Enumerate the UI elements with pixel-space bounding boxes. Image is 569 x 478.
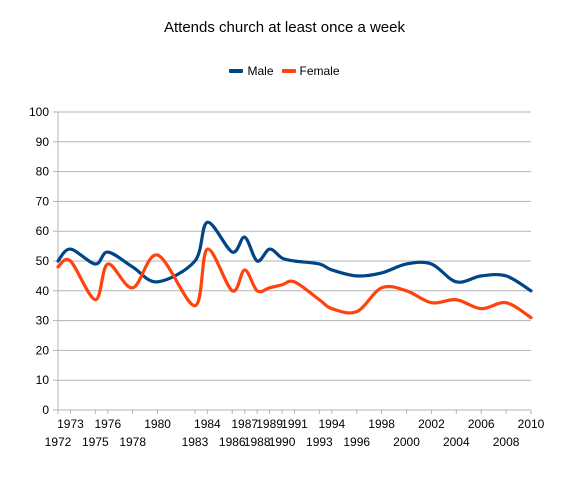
chart-title: Attends church at least once a week: [164, 19, 405, 36]
x-tick-label-lower: 1975: [82, 435, 109, 449]
x-tick-label-upper: 2010: [518, 417, 545, 431]
x-tick-label-upper: 2006: [468, 417, 495, 431]
series-line-male: [56, 220, 533, 293]
y-tick-label: 100: [29, 105, 49, 119]
x-tick-label-upper: 1989: [256, 417, 283, 431]
legend-label-male: Male: [247, 64, 274, 78]
x-tick-label-lower: 1978: [119, 435, 146, 449]
x-tick-label-lower: 1986: [219, 435, 246, 449]
y-tick-label: 60: [36, 224, 50, 238]
x-tick-label-upper: 1991: [281, 417, 308, 431]
x-tick-label-upper: 1984: [194, 417, 221, 431]
y-tick-label: 20: [36, 343, 50, 357]
x-tick-label-upper: 1980: [144, 417, 171, 431]
y-tick-label: 40: [36, 284, 50, 298]
x-tick-label-lower: 1990: [269, 435, 296, 449]
legend-label-female: Female: [299, 64, 340, 78]
x-tick-label-upper: 1973: [57, 417, 84, 431]
x-tick-label-lower: 1996: [343, 435, 370, 449]
x-tick-label-upper: 1987: [231, 417, 258, 431]
x-tick-label-upper: 1994: [318, 417, 345, 431]
y-tick-label: 90: [36, 135, 50, 149]
x-tick-label-lower: 1993: [306, 435, 333, 449]
y-tick-label: 50: [36, 254, 50, 268]
y-tick-label: 30: [36, 314, 50, 328]
x-tick-label-upper: 1976: [94, 417, 121, 431]
legend-item-male: Male: [229, 64, 274, 78]
x-tick-label-lower: 1972: [45, 435, 72, 449]
series-line-female: [56, 247, 533, 320]
x-tick-label-lower: 1988: [244, 435, 271, 449]
x-tick-label-lower: 2004: [443, 435, 470, 449]
y-tick-label: 0: [42, 403, 49, 417]
y-tick-label: 70: [36, 194, 50, 208]
y-tick-label: 10: [36, 373, 50, 387]
legend-item-female: Female: [281, 64, 340, 78]
y-tick-label: 80: [36, 165, 50, 179]
chart-legend: Male Female: [0, 64, 569, 78]
x-tick-label-lower: 2008: [493, 435, 520, 449]
x-tick-label-upper: 1998: [368, 417, 395, 431]
legend-swatch-male: [229, 69, 244, 73]
legend-swatch-female: [281, 69, 296, 73]
x-tick-label-lower: 1983: [182, 435, 209, 449]
x-tick-label-lower: 2000: [393, 435, 420, 449]
x-tick-label-upper: 2002: [418, 417, 445, 431]
